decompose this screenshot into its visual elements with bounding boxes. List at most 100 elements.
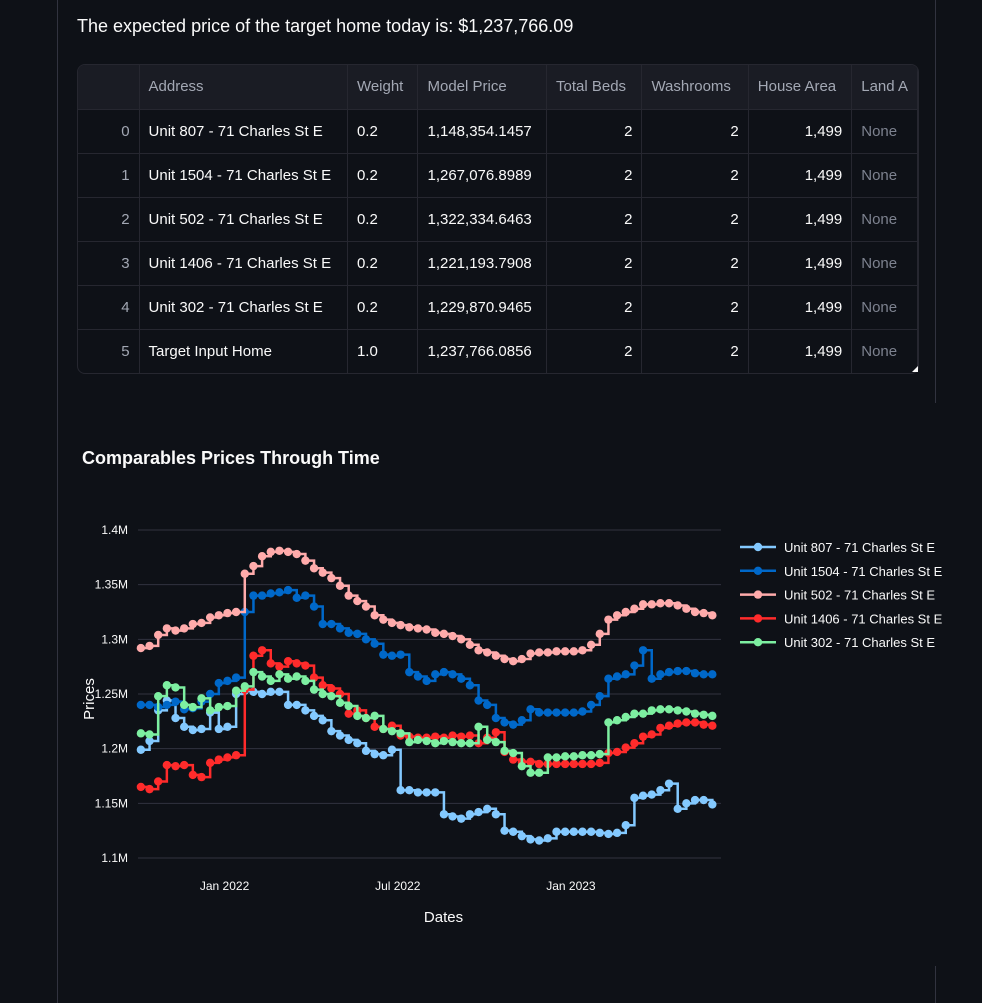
data-point	[405, 623, 414, 632]
data-point	[699, 608, 708, 618]
column-header-model-price[interactable]: Model Price	[417, 65, 548, 110]
column-header-index[interactable]	[78, 65, 140, 110]
house-area-cell[interactable]: 1,499	[748, 241, 853, 286]
data-point	[361, 713, 371, 723]
total-beds-cell[interactable]: 2	[546, 241, 643, 286]
land-area-cell[interactable]: None	[851, 197, 918, 242]
data-point	[136, 745, 146, 754]
data-point	[214, 678, 224, 688]
address-cell[interactable]: Unit 1504 - 71 Charles St E	[139, 153, 348, 198]
data-point	[387, 726, 397, 736]
data-point	[690, 709, 700, 718]
series-line-2	[140, 549, 714, 663]
data-point	[405, 667, 414, 677]
data-point	[214, 702, 224, 712]
y-axis-title: Prices	[81, 678, 98, 720]
data-point	[283, 585, 293, 595]
data-point	[578, 646, 587, 655]
data-point	[526, 768, 535, 777]
model-price-cell[interactable]: 1,148,354.1457	[417, 109, 548, 154]
weight-cell[interactable]: 0.2	[347, 153, 419, 198]
washrooms-cell[interactable]: 2	[641, 153, 749, 198]
land-area-cell[interactable]: None	[851, 285, 918, 330]
legend-entry: Unit 302 - 71 Charles St E	[784, 635, 935, 650]
data-point	[379, 650, 388, 659]
data-point	[188, 725, 198, 735]
data-point	[595, 828, 604, 838]
land-area-cell[interactable]: None	[851, 241, 918, 286]
washrooms-cell[interactable]: 2	[641, 285, 749, 330]
data-point	[595, 691, 604, 701]
data-point	[586, 751, 596, 760]
weight-cell[interactable]: 0.2	[347, 109, 419, 154]
column-header-total-beds[interactable]: Total Beds	[546, 65, 643, 110]
column-header-washrooms[interactable]: Washrooms	[641, 65, 749, 110]
table-resize-handle[interactable]	[912, 366, 918, 372]
y-tick-label: 1.15M	[95, 796, 128, 810]
table-row[interactable]: 5 Target Input Home 1.0 1,237,766.0856 2…	[78, 329, 918, 373]
house-area-cell[interactable]: 1,499	[748, 153, 853, 198]
data-point	[283, 657, 293, 666]
data-point	[353, 739, 362, 748]
washrooms-cell[interactable]: 2	[641, 109, 749, 154]
table-row[interactable]: 4 Unit 302 - 71 Charles St E 0.2 1,229,8…	[78, 285, 918, 330]
data-point	[656, 786, 665, 795]
land-area-cell[interactable]: None	[851, 109, 918, 154]
total-beds-cell[interactable]: 2	[546, 197, 643, 242]
house-area-cell[interactable]: 1,499	[748, 197, 853, 242]
address-cell[interactable]: Unit 302 - 71 Charles St E	[139, 285, 348, 330]
model-price-cell[interactable]: 1,267,076.8989	[417, 153, 548, 198]
data-point	[370, 611, 379, 620]
weight-cell[interactable]: 0.2	[347, 197, 419, 242]
data-point	[344, 628, 353, 637]
data-point	[283, 700, 293, 710]
model-price-cell[interactable]: 1,221,193.7908	[417, 241, 548, 286]
house-area-cell[interactable]: 1,499	[748, 329, 853, 373]
price-chart[interactable]: 1.1M 1.15M 1.2M 1.25M 1.3M 1.35M 1.4M Jan 2022 J…	[0, 480, 982, 940]
washrooms-cell[interactable]: 2	[641, 197, 749, 242]
house-area-cell[interactable]: 1,499	[748, 109, 853, 154]
column-header-address[interactable]: Address	[139, 65, 348, 110]
comparables-table[interactable]: Address Weight Model Price Total Beds Wa…	[77, 64, 919, 374]
total-beds-cell[interactable]: 2	[546, 329, 643, 373]
data-point	[431, 788, 440, 797]
data-point	[223, 608, 232, 618]
data-point	[335, 624, 345, 633]
model-price-cell[interactable]: 1,322,334.6463	[417, 197, 548, 242]
data-point	[664, 667, 674, 677]
column-header-house-area[interactable]: House Area	[748, 65, 853, 110]
data-point	[543, 834, 553, 843]
data-point	[413, 788, 423, 797]
table-row[interactable]: 1 Unit 1504 - 71 Charles St E 0.2 1,267,…	[78, 153, 918, 198]
washrooms-cell[interactable]: 2	[641, 329, 749, 373]
land-area-cell[interactable]: None	[851, 153, 918, 198]
address-cell[interactable]: Unit 1406 - 71 Charles St E	[139, 241, 348, 286]
column-header-weight[interactable]: Weight	[347, 65, 419, 110]
model-price-cell[interactable]: 1,237,766.0856	[417, 329, 548, 373]
address-cell[interactable]: Target Input Home	[139, 329, 348, 373]
data-point	[301, 676, 310, 686]
house-area-cell[interactable]: 1,499	[748, 285, 853, 330]
table-row[interactable]: 2 Unit 502 - 71 Charles St E 0.2 1,322,3…	[78, 197, 918, 242]
total-beds-cell[interactable]: 2	[546, 285, 643, 330]
data-point	[136, 782, 146, 792]
data-point	[214, 755, 224, 764]
total-beds-cell[interactable]: 2	[546, 109, 643, 154]
data-point	[344, 701, 353, 711]
y-tick-label: 1.35M	[95, 578, 128, 592]
table-row[interactable]: 3 Unit 1406 - 71 Charles St E 0.2 1,221,…	[78, 241, 918, 286]
data-point	[318, 681, 327, 690]
table-row[interactable]: 0 Unit 807 - 71 Charles St E 0.2 1,148,3…	[78, 109, 918, 154]
weight-cell[interactable]: 1.0	[347, 329, 419, 373]
total-beds-cell[interactable]: 2	[546, 153, 643, 198]
data-point	[171, 626, 180, 635]
x-tick-label: Jan 2023	[546, 879, 596, 893]
address-cell[interactable]: Unit 502 - 71 Charles St E	[139, 197, 348, 242]
column-header-land-area[interactable]: Land A	[851, 65, 918, 110]
address-cell[interactable]: Unit 807 - 71 Charles St E	[139, 109, 348, 154]
model-price-cell[interactable]: 1,229,870.9465	[417, 285, 548, 330]
land-area-cell[interactable]: None	[851, 329, 918, 373]
weight-cell[interactable]: 0.2	[347, 241, 419, 286]
weight-cell[interactable]: 0.2	[347, 285, 419, 330]
washrooms-cell[interactable]: 2	[641, 241, 749, 286]
